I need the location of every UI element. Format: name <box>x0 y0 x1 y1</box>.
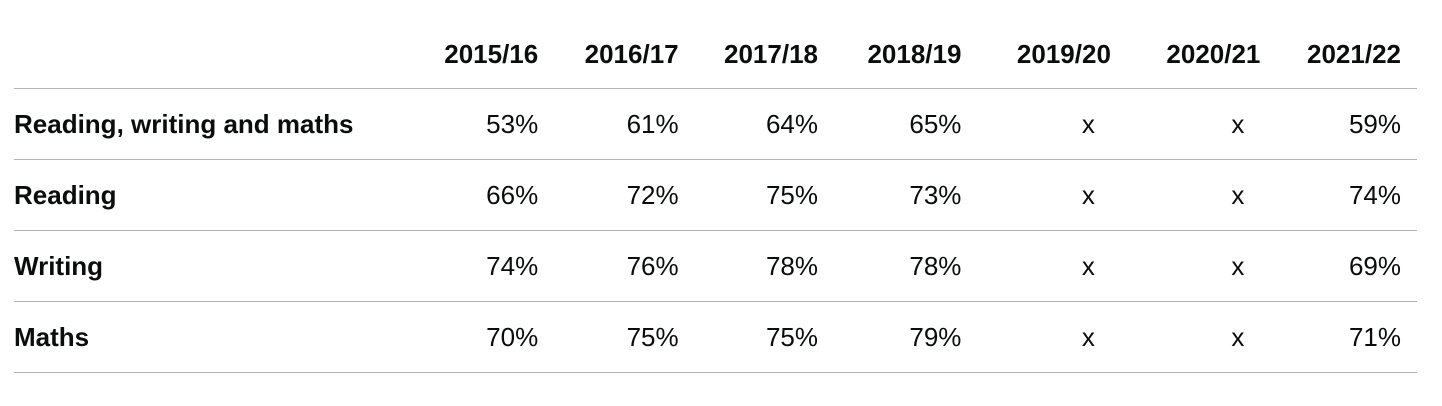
table-cell: 79% <box>818 301 962 373</box>
table-cell: 76% <box>538 230 679 302</box>
header-cell-2019-20: 2019/20 <box>961 20 1111 89</box>
table-cell: 71% <box>1260 301 1417 373</box>
header-cell-2020-21: 2020/21 <box>1110 20 1261 89</box>
attainment-table-container: 2015/16 2016/17 2017/18 2018/19 2019/20 … <box>14 20 1417 373</box>
table-row: Reading 66% 72% 75% 73% x x 74% <box>14 159 1417 231</box>
table-cell: 74% <box>1260 159 1417 231</box>
header-cell-empty <box>14 20 416 89</box>
header-cell-2021-22: 2021/22 <box>1260 20 1417 89</box>
table-cell: 73% <box>818 159 962 231</box>
table-header-row: 2015/16 2016/17 2017/18 2018/19 2019/20 … <box>14 20 1417 89</box>
row-label: Maths <box>14 301 416 373</box>
header-cell-2017-18: 2017/18 <box>678 20 818 89</box>
row-label: Writing <box>14 230 416 302</box>
table-cell: 75% <box>678 159 818 231</box>
table-row: Writing 74% 76% 78% 78% x x 69% <box>14 230 1417 302</box>
table-cell: x <box>961 230 1111 302</box>
table-cell: 66% <box>416 159 539 231</box>
table-cell: 78% <box>818 230 962 302</box>
table-cell: 74% <box>416 230 539 302</box>
table-cell: 61% <box>538 88 679 160</box>
row-label: Reading <box>14 159 416 231</box>
table-cell: 64% <box>678 88 818 160</box>
table-cell: 65% <box>818 88 962 160</box>
table-cell: x <box>961 88 1111 160</box>
table-cell: 70% <box>416 301 539 373</box>
table-cell: 53% <box>416 88 539 160</box>
table-cell: 72% <box>538 159 679 231</box>
header-cell-2015-16: 2015/16 <box>416 20 539 89</box>
table-cell: 69% <box>1260 230 1417 302</box>
header-cell-2016-17: 2016/17 <box>538 20 679 89</box>
table-cell: 75% <box>538 301 679 373</box>
table-cell: x <box>1110 230 1261 302</box>
table-cell: x <box>961 301 1111 373</box>
table-cell: x <box>1110 159 1261 231</box>
table-cell: 59% <box>1260 88 1417 160</box>
table-cell: 75% <box>678 301 818 373</box>
table-row: Reading, writing and maths 53% 61% 64% 6… <box>14 88 1417 160</box>
table-row: Maths 70% 75% 75% 79% x x 71% <box>14 301 1417 373</box>
header-cell-2018-19: 2018/19 <box>818 20 962 89</box>
attainment-table: 2015/16 2016/17 2017/18 2018/19 2019/20 … <box>14 20 1417 373</box>
table-cell: 78% <box>678 230 818 302</box>
row-label: Reading, writing and maths <box>14 88 416 160</box>
table-cell: x <box>961 159 1111 231</box>
table-cell: x <box>1110 301 1261 373</box>
table-cell: x <box>1110 88 1261 160</box>
